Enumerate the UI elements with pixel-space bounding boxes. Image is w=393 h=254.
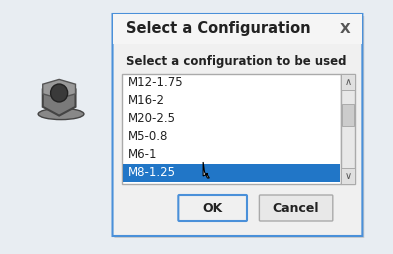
Text: ∨: ∨	[345, 171, 352, 181]
Text: M6-1: M6-1	[128, 149, 157, 162]
Text: ∧: ∧	[345, 77, 352, 87]
Text: M5-0.8: M5-0.8	[128, 131, 168, 144]
Bar	[112, 14, 362, 44]
Bar	[342, 104, 354, 126]
FancyBboxPatch shape	[259, 195, 333, 221]
Bar	[122, 74, 342, 184]
FancyBboxPatch shape	[112, 14, 362, 236]
Bar	[342, 168, 355, 184]
Text: M16-2: M16-2	[128, 94, 165, 107]
Text: Cancel: Cancel	[273, 201, 320, 214]
Text: M8-1.25: M8-1.25	[128, 167, 176, 180]
Text: OK: OK	[202, 201, 223, 214]
Ellipse shape	[38, 108, 84, 120]
Polygon shape	[43, 80, 75, 99]
Text: M20-2.5: M20-2.5	[128, 113, 176, 125]
Polygon shape	[43, 81, 75, 116]
FancyBboxPatch shape	[178, 195, 247, 221]
Circle shape	[51, 84, 68, 102]
Bar	[123, 164, 340, 182]
Polygon shape	[203, 162, 209, 178]
Text: Select a configuration to be used: Select a configuration to be used	[126, 56, 346, 69]
Bar	[342, 74, 355, 184]
Text: X: X	[340, 22, 351, 36]
Text: Select a Configuration: Select a Configuration	[126, 22, 310, 37]
Bar	[342, 74, 355, 90]
Text: M12-1.75: M12-1.75	[128, 76, 184, 89]
FancyBboxPatch shape	[114, 16, 364, 238]
